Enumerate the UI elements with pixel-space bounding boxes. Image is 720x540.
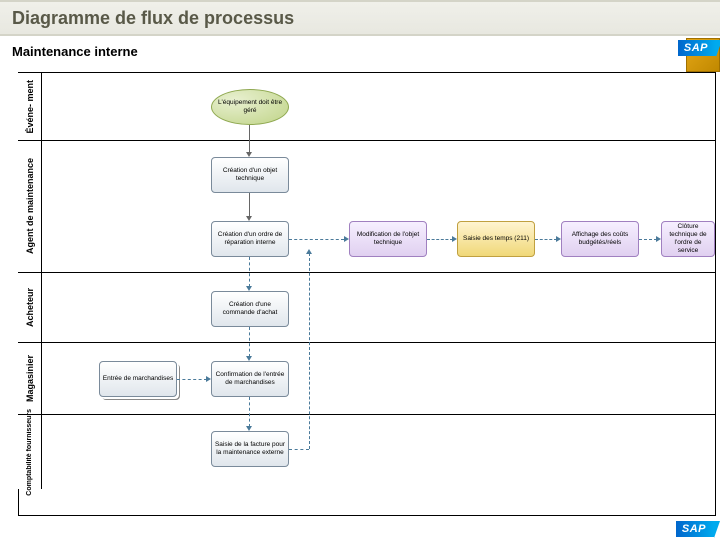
lane-label-acheteur: Acheteur [18,273,42,342]
arrow-dashed [535,239,557,240]
node-cost-display: Affichage des coûts budgétés/réels [561,221,639,257]
arrow-head [344,236,349,242]
node-create-object: Création d'un objet technique [211,157,289,193]
arrow-head [246,286,252,291]
lane-evenement: Événe- ment [19,73,715,141]
sap-logo-text: SAP [676,521,714,537]
title-bar: Diagramme de flux de processus [0,0,720,36]
node-purchase: Création d'une commande d'achat [211,291,289,327]
node-invoice: Saisie de la facture pour la maintenance… [211,431,289,467]
lane-acheteur: Acheteur [19,273,715,343]
node-goods-entry: Entrée de marchandises [99,361,177,397]
arrow-head [246,356,252,361]
arrow-dashed [177,379,207,380]
lane-label-comptabilite: Comptabilité fournisseurs [18,415,42,489]
node-confirm-entry: Confirmation de l'entrée de marchandises [211,361,289,397]
arrow-dashed [309,253,310,449]
sap-logo-top: SAP [678,38,716,56]
arrow-dashed [249,397,250,427]
arrow-dashed [249,327,250,357]
arrow [249,125,250,152]
arrow-head [656,236,661,242]
arrow-dashed [427,239,453,240]
arrow-head [556,236,561,242]
arrow-head [206,376,211,382]
arrow-dashed [289,449,309,450]
arrow [249,193,250,216]
page-title: Diagramme de flux de processus [12,8,294,29]
swimlane-container: Événe- ment Agent de maintenance Acheteu… [18,72,716,516]
arrow-head [452,236,457,242]
arrow-dashed [249,257,250,287]
node-time-entry: Saisie des temps (211) [457,221,535,257]
node-create-order: Création d'un ordre de réparation intern… [211,221,289,257]
node-event-equipment: L'équipement doit être géré [211,89,289,125]
arrow-head [246,216,252,221]
arrow-head [306,249,312,254]
lane-label-agent: Agent de maintenance [18,141,42,272]
arrow-dashed [289,239,344,240]
lane-comptabilite: Comptabilité fournisseurs [19,415,715,489]
subtitle: Maintenance interne [12,44,138,59]
arrow-dashed [639,239,657,240]
arrow-head [246,152,252,157]
lane-label-evenement: Événe- ment [18,73,42,140]
subtitle-bar: Maintenance interne SAP [0,36,720,66]
sap-logo-bottom: SAP [676,519,714,537]
sap-logo-text: SAP [678,40,716,56]
arrow-head [246,426,252,431]
node-close-order: Clôture technique de l'ordre de service [661,221,715,257]
lane-label-magasinier: Magasinier [18,343,42,414]
node-modify-object: Modification de l'objet technique [349,221,427,257]
